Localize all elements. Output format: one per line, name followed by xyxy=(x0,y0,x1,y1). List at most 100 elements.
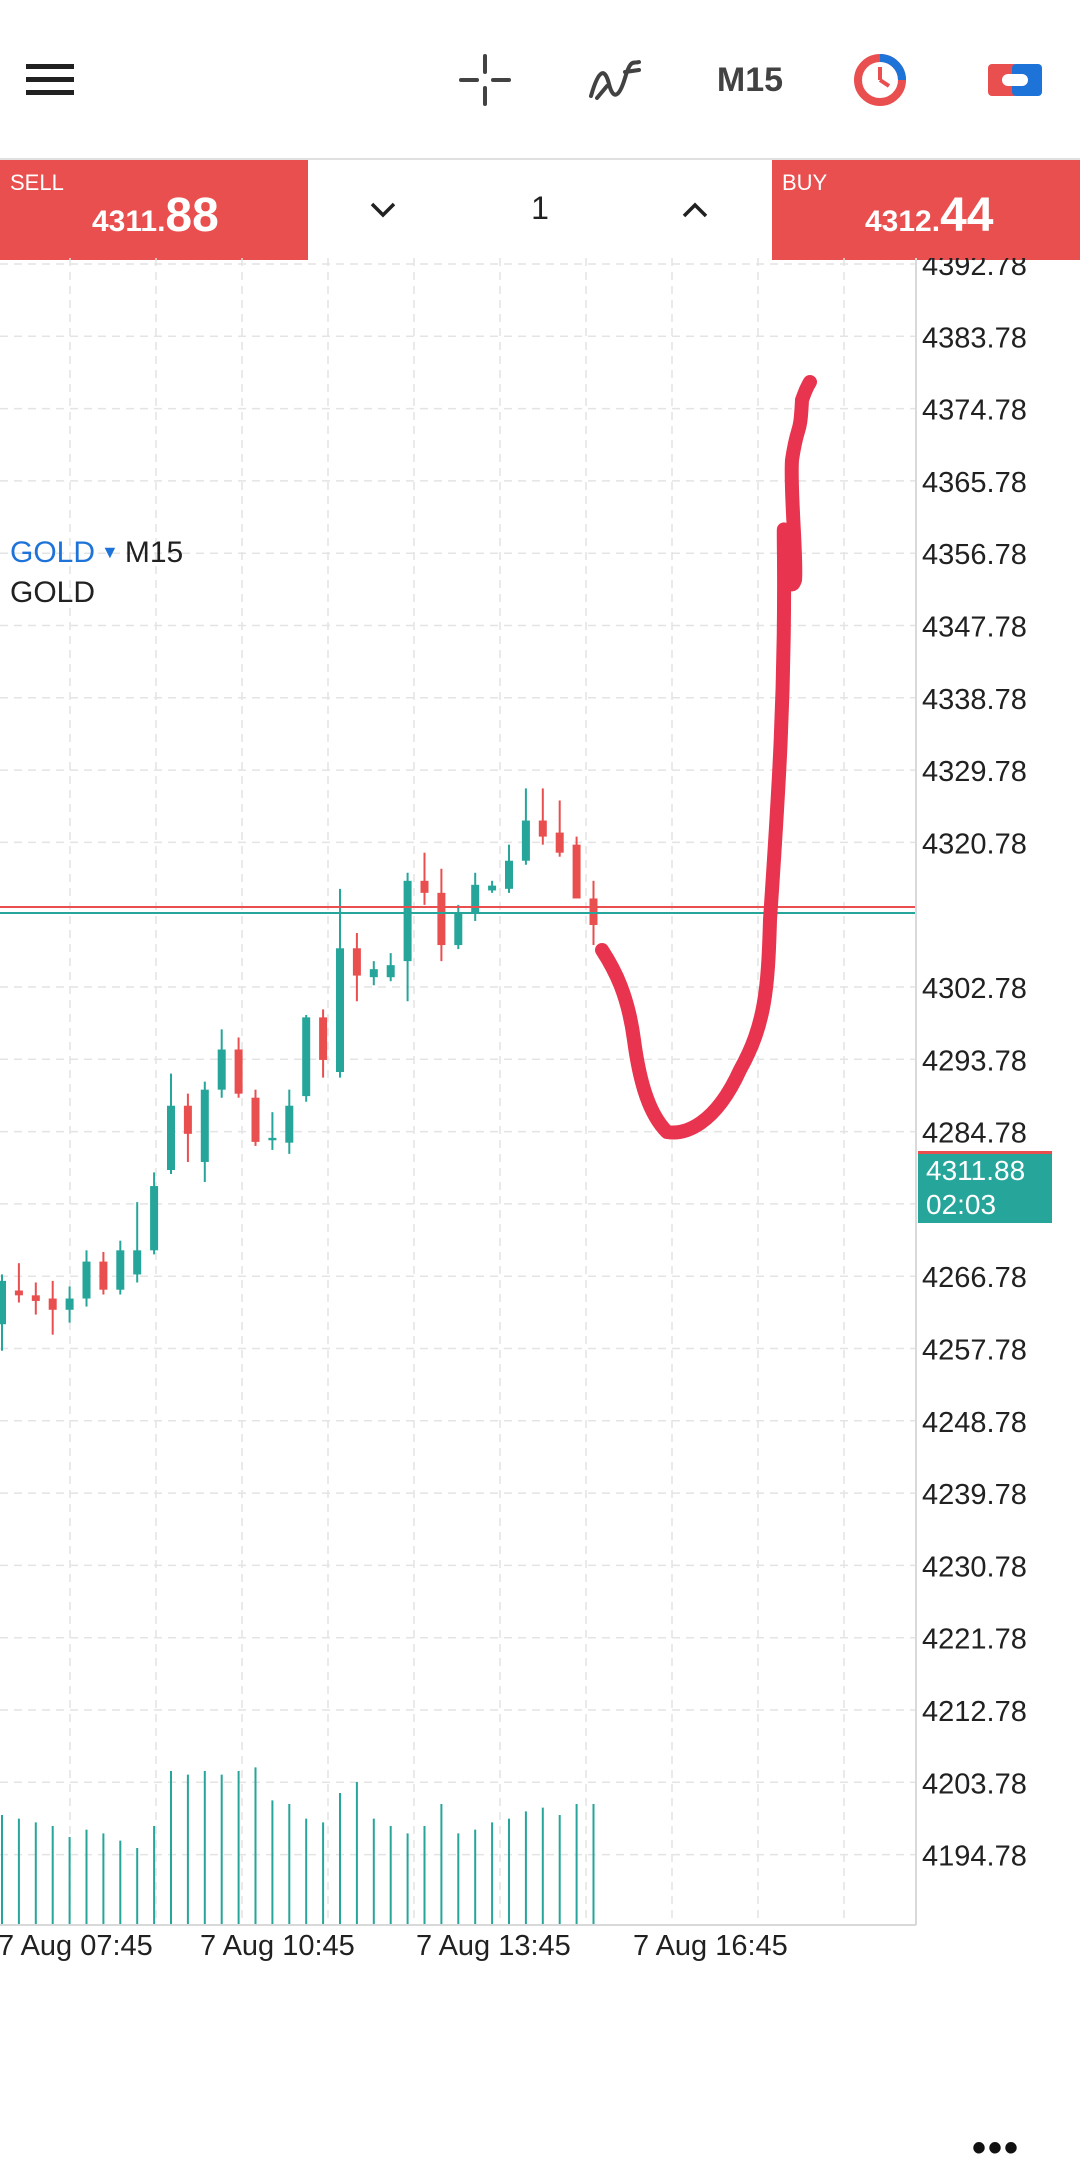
chart-symbol-title[interactable]: GOLD ▼ M15 xyxy=(10,536,183,570)
sell-price-small: 4311. xyxy=(92,205,166,238)
candle xyxy=(217,1029,226,1098)
buy-price-big: 44 xyxy=(940,189,994,242)
y-tick-label: 4248.78 xyxy=(922,1407,1027,1439)
candle xyxy=(285,1089,294,1154)
y-tick-label: 4383.78 xyxy=(922,322,1027,354)
candle xyxy=(437,868,446,962)
one-click-trade-panel: SELL 4311.88 1 BUY 4312.44 xyxy=(0,158,1080,260)
lot-increase-button[interactable] xyxy=(670,185,720,235)
candle xyxy=(302,1014,311,1102)
trade-button[interactable] xyxy=(975,0,1055,160)
chevron-down-icon xyxy=(370,202,396,218)
candle xyxy=(555,800,564,857)
buy-price-small: 4312. xyxy=(865,205,941,238)
current-price-tag: 4311.88 02:03 xyxy=(918,1151,1052,1223)
candle xyxy=(116,1240,125,1295)
current-price: 4311.88 xyxy=(926,1155,1026,1186)
price-chart[interactable]: 4392.78 4383.78 4374.78 4365.78 4356.78 4347.… xyxy=(0,258,1080,2170)
crosshair-button[interactable] xyxy=(445,0,525,160)
candle xyxy=(386,953,395,982)
y-tick-label: 4284.78 xyxy=(922,1118,1027,1150)
chevron-up-icon xyxy=(682,202,708,218)
candle xyxy=(403,872,412,1002)
candle xyxy=(82,1250,91,1307)
candle xyxy=(167,1073,175,1175)
more-options-icon[interactable]: ••• xyxy=(972,2126,1021,2170)
candle xyxy=(319,1009,328,1078)
candle xyxy=(99,1251,108,1295)
hand-drawn-arrow xyxy=(595,375,817,1140)
candle xyxy=(488,880,497,893)
candle xyxy=(420,852,429,905)
candle xyxy=(48,1280,57,1335)
lot-stepper: 1 xyxy=(308,160,772,260)
y-tick-label: 4293.78 xyxy=(922,1045,1027,1077)
symbol-description: GOLD xyxy=(10,576,96,609)
top-toolbar: M15 xyxy=(0,0,1080,160)
buy-price: 4312.44 xyxy=(865,188,993,243)
menu-icon xyxy=(26,64,74,95)
y-tick-label: 4266.78 xyxy=(922,1262,1027,1294)
chart-canvas[interactable]: 4392.78 4383.78 4374.78 4365.78 4356.78 4347.… xyxy=(0,258,1080,2001)
y-tick-label: 4212.78 xyxy=(922,1696,1027,1728)
candle xyxy=(200,1081,209,1183)
y-tick-label: 4356.78 xyxy=(922,539,1027,571)
candle xyxy=(538,788,547,845)
candle xyxy=(65,1286,74,1323)
y-tick-label: 4302.78 xyxy=(922,973,1027,1005)
x-tick-label: 7 Aug 07:45 xyxy=(0,1930,153,1962)
candle xyxy=(505,844,513,893)
chart-timeframe: M15 xyxy=(124,536,184,569)
candle xyxy=(183,1093,192,1162)
symbol-name[interactable]: GOLD xyxy=(10,536,96,569)
indicators-icon xyxy=(589,60,641,100)
candle xyxy=(336,888,344,1078)
x-tick-label: 7 Aug 13:45 xyxy=(416,1930,571,1962)
y-tick-label: 4257.78 xyxy=(922,1335,1027,1367)
y-tick-label: 4392.78 xyxy=(922,258,1027,282)
y-tick-label: 4221.78 xyxy=(922,1624,1027,1656)
candle xyxy=(14,1263,23,1303)
x-tick-label: 7 Aug 16:45 xyxy=(633,1930,788,1962)
candle xyxy=(572,836,581,899)
y-tick-label: 4239.78 xyxy=(922,1479,1027,1511)
trade-icon xyxy=(988,64,1042,96)
y-tick-label: 4194.78 xyxy=(922,1841,1027,1873)
sell-button[interactable]: SELL 4311.88 xyxy=(0,160,308,260)
y-tick-label: 4203.78 xyxy=(922,1768,1027,1800)
candle xyxy=(234,1037,243,1098)
sell-label: SELL xyxy=(10,170,64,195)
candle xyxy=(31,1282,40,1315)
lot-volume-input[interactable]: 1 xyxy=(531,190,549,226)
clock-button[interactable] xyxy=(840,0,920,160)
y-tick-label: 4338.78 xyxy=(922,684,1027,716)
bar-countdown: 02:03 xyxy=(926,1189,997,1220)
y-tick-label: 4329.78 xyxy=(922,756,1027,788)
candle xyxy=(369,961,378,986)
y-tick-label: 4320.78 xyxy=(922,828,1027,860)
x-tick-label: 7 Aug 10:45 xyxy=(200,1930,355,1962)
candle xyxy=(0,1274,6,1351)
y-tick-label: 4365.78 xyxy=(922,467,1027,499)
y-tick-label: 4347.78 xyxy=(922,612,1027,644)
buy-button[interactable]: BUY 4312.44 xyxy=(772,160,1080,260)
candle xyxy=(268,1112,277,1150)
clock-icon xyxy=(854,54,906,106)
candle xyxy=(251,1089,260,1146)
y-tick-label: 4230.78 xyxy=(922,1551,1027,1583)
buy-label: BUY xyxy=(782,170,828,195)
crosshair-icon xyxy=(459,54,511,106)
symbol-dropdown-icon[interactable]: ▼ xyxy=(101,542,119,562)
y-tick-label: 4374.78 xyxy=(922,395,1027,427)
menu-button[interactable] xyxy=(10,0,90,160)
candle xyxy=(150,1172,159,1255)
lot-decrease-button[interactable] xyxy=(358,185,408,235)
timeframe-button[interactable]: M15 xyxy=(716,60,784,99)
candle xyxy=(521,788,530,865)
sell-price: 4311.88 xyxy=(92,188,219,243)
candle xyxy=(352,933,361,1002)
candle xyxy=(454,904,463,950)
sell-price-big: 88 xyxy=(165,189,219,242)
candle xyxy=(133,1202,142,1283)
indicators-button[interactable] xyxy=(575,0,655,160)
